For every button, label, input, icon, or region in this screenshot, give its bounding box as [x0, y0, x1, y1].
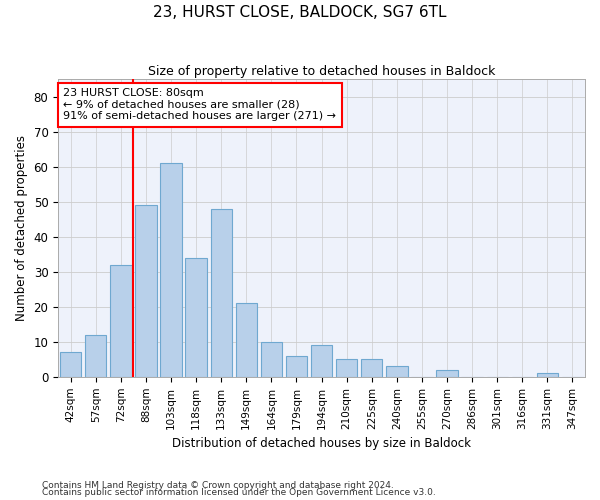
Text: 23, HURST CLOSE, BALDOCK, SG7 6TL: 23, HURST CLOSE, BALDOCK, SG7 6TL: [153, 5, 447, 20]
Bar: [85, 335, 106, 377]
Title: Size of property relative to detached houses in Baldock: Size of property relative to detached ho…: [148, 65, 495, 78]
Text: Contains HM Land Registry data © Crown copyright and database right 2024.: Contains HM Land Registry data © Crown c…: [42, 480, 394, 490]
Bar: [185, 258, 207, 377]
Y-axis label: Number of detached properties: Number of detached properties: [15, 135, 28, 321]
Bar: [336, 360, 358, 377]
Bar: [386, 366, 407, 377]
Bar: [311, 346, 332, 377]
Text: 23 HURST CLOSE: 80sqm
← 9% of detached houses are smaller (28)
91% of semi-detac: 23 HURST CLOSE: 80sqm ← 9% of detached h…: [64, 88, 337, 122]
Bar: [436, 370, 458, 377]
Bar: [110, 265, 131, 377]
X-axis label: Distribution of detached houses by size in Baldock: Distribution of detached houses by size …: [172, 437, 471, 450]
Bar: [537, 374, 558, 377]
Bar: [236, 304, 257, 377]
Text: Contains public sector information licensed under the Open Government Licence v3: Contains public sector information licen…: [42, 488, 436, 497]
Bar: [60, 352, 82, 377]
Bar: [261, 342, 282, 377]
Bar: [135, 205, 157, 377]
Bar: [286, 356, 307, 377]
Bar: [211, 208, 232, 377]
Bar: [361, 360, 382, 377]
Bar: [160, 163, 182, 377]
